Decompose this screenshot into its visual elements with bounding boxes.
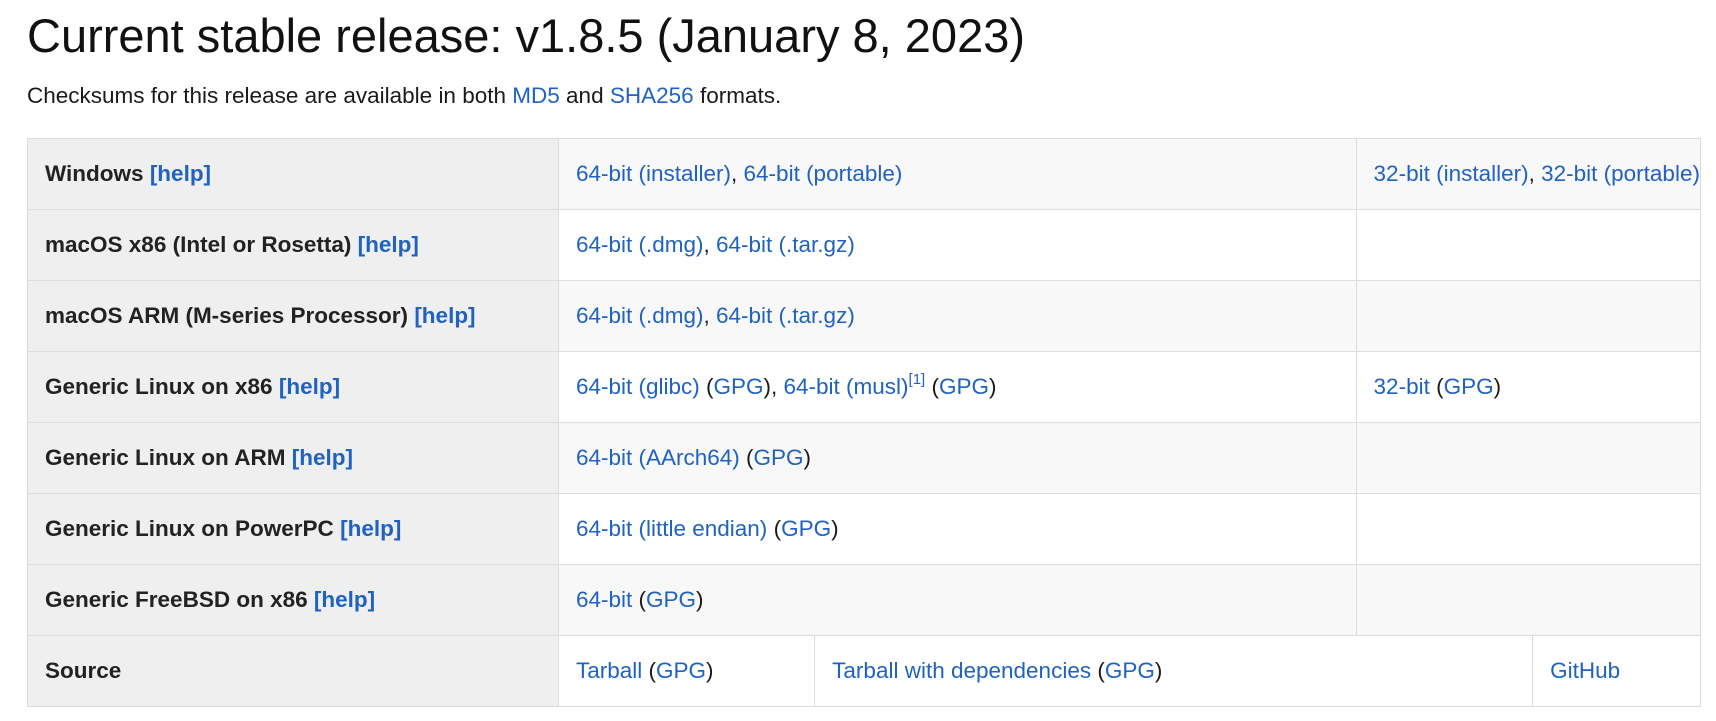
windows-64-portable-link[interactable]: 64-bit (portable)	[743, 161, 903, 186]
gpg-link[interactable]: GPG	[713, 374, 764, 399]
windows-32-portable-link[interactable]: 32-bit (portable)	[1541, 161, 1700, 186]
freebsd-64-link[interactable]: 64-bit	[575, 587, 633, 612]
page-title: Current stable release: v1.8.5 (January …	[27, 9, 1025, 62]
gpg-link[interactable]: GPG	[655, 658, 706, 683]
row-label-source: Source	[27, 635, 559, 707]
row-label-macos-arm: macOS ARM (M-series Processor) [help]	[27, 280, 559, 352]
help-link-freebsd[interactable]: [help]	[313, 587, 376, 612]
macos-arm-targz-link[interactable]: 64-bit (.tar.gz)	[716, 303, 855, 328]
windows-32-installer-link[interactable]: 32-bit (installer)	[1373, 161, 1529, 186]
linux-arm-aarch64-link[interactable]: 64-bit (AArch64)	[575, 445, 740, 470]
cell-macos-x86-64: 64-bit (.dmg), 64-bit (.tar.gz)	[557, 209, 1357, 281]
cell-source-tarball: Tarball (GPG)	[557, 635, 816, 707]
help-link-macos-x86[interactable]: [help]	[357, 232, 419, 257]
cell-empty	[1355, 564, 1702, 636]
macos-arm-dmg-link[interactable]: 64-bit (.dmg)	[575, 303, 704, 328]
cell-empty	[1355, 280, 1702, 352]
footnote-link[interactable]: [1]	[908, 370, 926, 388]
help-link-linux-ppc[interactable]: [help]	[340, 516, 402, 541]
cell-source-tarball-deps: Tarball with dependencies (GPG)	[814, 635, 1534, 707]
row-label-linux-x86: Generic Linux on x86 [help]	[27, 351, 559, 423]
table-row: Windows [help] 64-bit (installer), 64-bi…	[27, 138, 1702, 210]
page: Current stable release: v1.8.5 (January …	[27, 0, 1702, 707]
macos-x86-targz-link[interactable]: 64-bit (.tar.gz)	[716, 232, 855, 257]
table-row: macOS x86 (Intel or Rosetta) [help] 64-b…	[27, 209, 1702, 281]
help-link-linux-arm[interactable]: [help]	[291, 445, 353, 470]
cell-macos-arm-64: 64-bit (.dmg), 64-bit (.tar.gz)	[557, 280, 1357, 352]
cell-empty	[1355, 422, 1702, 494]
linux-x86-glibc-link[interactable]: 64-bit (glibc)	[575, 374, 700, 399]
table-row: Source Tarball (GPG) Tarball with depend…	[27, 635, 1701, 707]
gpg-link[interactable]: GPG	[646, 587, 697, 612]
help-link-windows[interactable]: [help]	[149, 161, 212, 186]
row-label-linux-ppc: Generic Linux on PowerPC [help]	[27, 493, 559, 565]
cell-linux-ppc-64: 64-bit (little endian) (GPG)	[557, 493, 1357, 565]
md5-link[interactable]: MD5	[512, 83, 560, 108]
table-row: Generic Linux on ARM [help] 64-bit (AArc…	[27, 422, 1702, 494]
row-label-windows: Windows [help]	[27, 138, 559, 210]
macos-x86-dmg-link[interactable]: 64-bit (.dmg)	[575, 232, 704, 257]
cell-empty	[1355, 209, 1702, 281]
table-row: Generic Linux on PowerPC [help] 64-bit (…	[27, 493, 1702, 565]
windows-64-installer-link[interactable]: 64-bit (installer)	[575, 161, 732, 186]
linux-x86-musl-link[interactable]: 64-bit (musl)	[783, 374, 909, 399]
cell-windows-32: 32-bit (installer), 32-bit (portable)	[1355, 138, 1702, 210]
help-link-linux-x86[interactable]: [help]	[278, 374, 341, 399]
source-tarball-link[interactable]: Tarball	[575, 658, 643, 683]
cell-empty	[1355, 493, 1702, 565]
table-row: Generic FreeBSD on x86 [help] 64-bit (GP…	[27, 564, 1702, 636]
linux-x86-32-link[interactable]: 32-bit	[1373, 374, 1430, 399]
gpg-link[interactable]: GPG	[1443, 374, 1494, 399]
row-label-freebsd: Generic FreeBSD on x86 [help]	[27, 564, 559, 636]
row-label-linux-arm: Generic Linux on ARM [help]	[27, 422, 559, 494]
cell-linux-x86-32: 32-bit (GPG)	[1355, 351, 1702, 423]
cell-windows-64: 64-bit (installer), 64-bit (portable)	[557, 138, 1357, 210]
gpg-link[interactable]: GPG	[753, 445, 804, 470]
row-label-macos-x86: macOS x86 (Intel or Rosetta) [help]	[27, 209, 559, 281]
cell-linux-arm-64: 64-bit (AArch64) (GPG)	[557, 422, 1357, 494]
downloads-table: Windows [help] 64-bit (installer), 64-bi…	[27, 138, 1702, 707]
linux-ppc-le-link[interactable]: 64-bit (little endian)	[575, 516, 768, 541]
gpg-link[interactable]: GPG	[1104, 658, 1155, 683]
cell-source-github: GitHub	[1532, 635, 1701, 707]
table-row: macOS ARM (M-series Processor) [help] 64…	[27, 280, 1702, 352]
cell-linux-x86-64: 64-bit (glibc) (GPG), 64-bit (musl)[1] (…	[557, 351, 1357, 423]
help-link-macos-arm[interactable]: [help]	[414, 303, 476, 328]
sha256-link[interactable]: SHA256	[609, 83, 694, 108]
source-github-link[interactable]: GitHub	[1550, 658, 1621, 683]
cell-freebsd-64: 64-bit (GPG)	[557, 564, 1357, 636]
source-tarball-deps-link[interactable]: Tarball with dependencies	[832, 658, 1092, 683]
gpg-link[interactable]: GPG	[781, 516, 832, 541]
gpg-link[interactable]: GPG	[938, 374, 989, 399]
table-row: Generic Linux on x86 [help] 64-bit (glib…	[27, 351, 1702, 423]
checksum-intro: Checksums for this release are available…	[27, 83, 782, 108]
